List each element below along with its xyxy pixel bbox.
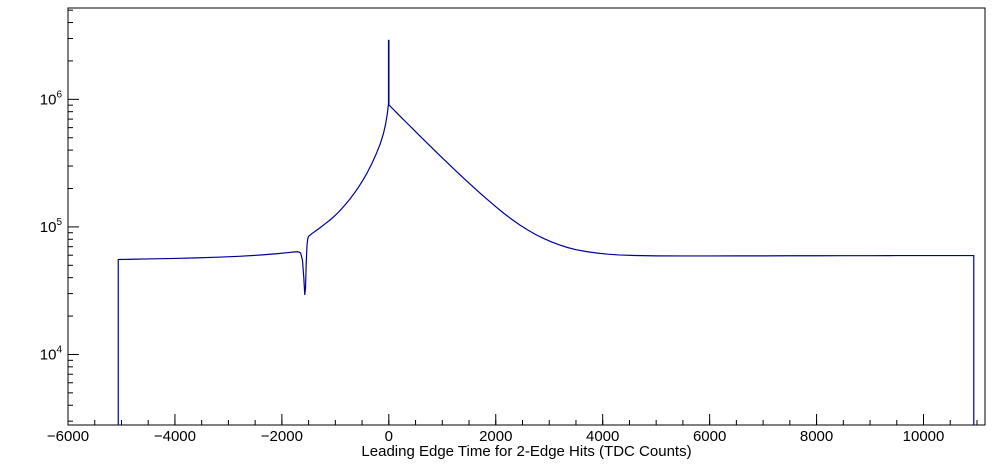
plot-frame (67, 7, 986, 426)
y-tick-label: 104 (40, 344, 63, 363)
x-tick-label: 6000 (693, 428, 726, 445)
x-tick-label: −6000 (47, 428, 89, 445)
x-tick-label: 10000 (903, 428, 945, 445)
x-axis-title: Leading Edge Time for 2-Edge Hits (TDC C… (361, 443, 692, 460)
x-tick-label: 8000 (800, 428, 833, 445)
y-tick-label: 106 (40, 89, 63, 108)
x-tick-label: 4000 (586, 428, 619, 445)
histogram-line (117, 39, 975, 425)
x-tick-label: −4000 (154, 428, 196, 445)
y-tick-label: 105 (40, 217, 63, 236)
x-tick-label: 0 (385, 428, 393, 445)
x-tick-label: −2000 (261, 428, 303, 445)
x-tick-label: 2000 (479, 428, 512, 445)
